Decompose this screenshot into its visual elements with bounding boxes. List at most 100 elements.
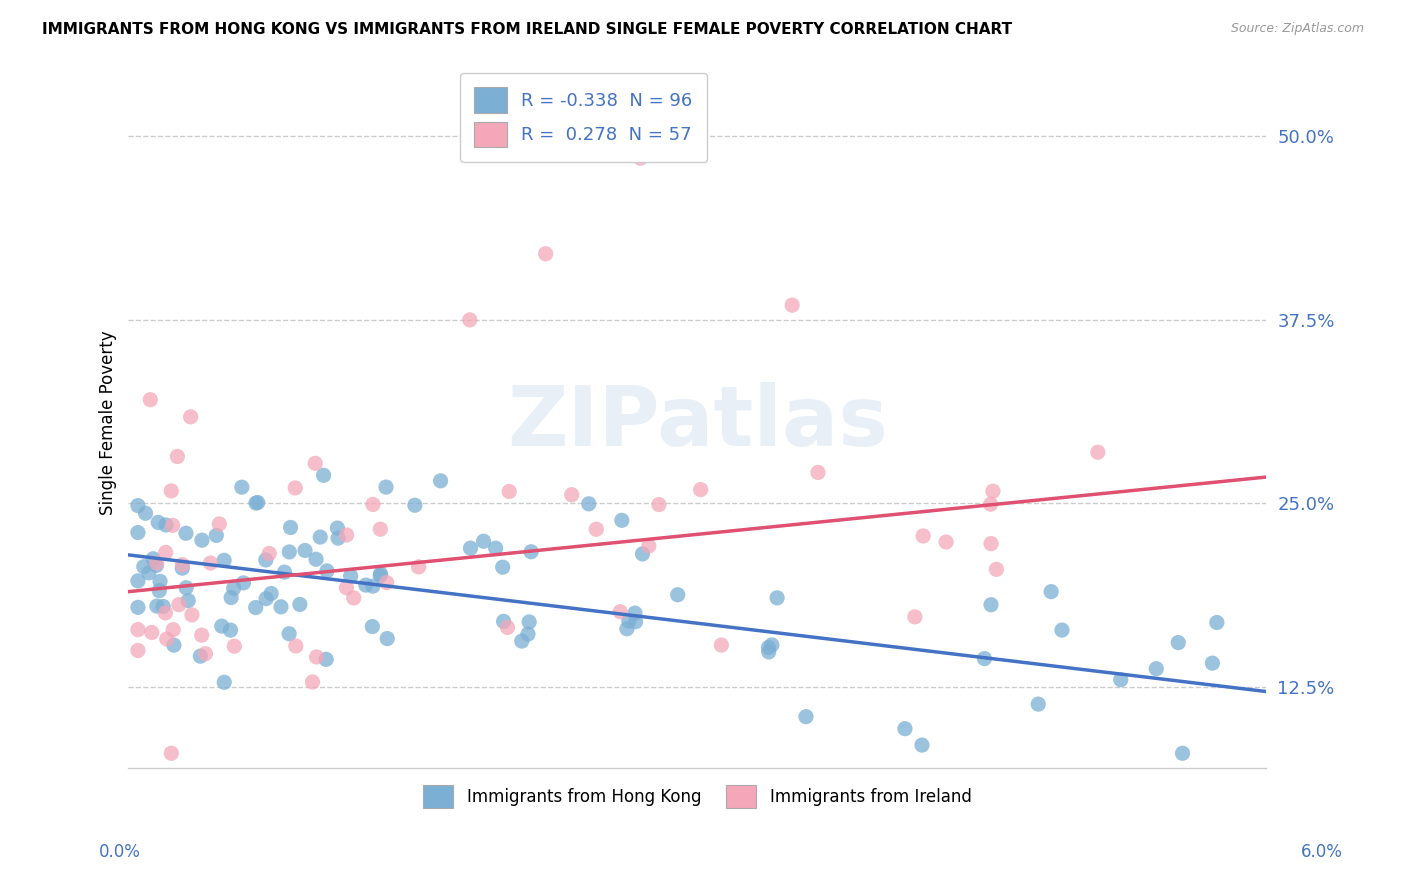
Point [904, 610, 927, 624]
Point [212, 553, 235, 567]
Point [132, 559, 155, 574]
Point [212, 675, 235, 690]
Point [254, 591, 277, 606]
Point [339, 569, 361, 583]
Point [561, 488, 583, 502]
Point [335, 581, 357, 595]
Point [429, 474, 451, 488]
Point [710, 638, 733, 652]
Text: ZIPatlas: ZIPatlas [508, 382, 887, 463]
Point [180, 409, 202, 424]
Point [492, 560, 515, 574]
Point [973, 651, 995, 665]
Point [326, 531, 349, 545]
Point [174, 581, 197, 595]
Point [578, 497, 600, 511]
Point [472, 534, 495, 549]
Point [794, 709, 817, 723]
Point [172, 558, 194, 572]
Point [408, 560, 430, 574]
Point [354, 578, 377, 592]
Point [807, 466, 830, 480]
Point [361, 497, 384, 511]
Point [517, 627, 540, 641]
Point [135, 506, 157, 520]
Point [375, 632, 398, 646]
Point [284, 639, 307, 653]
Point [361, 619, 384, 633]
Point [689, 483, 711, 497]
Point [986, 562, 1008, 576]
Point [284, 481, 307, 495]
Point [326, 521, 349, 535]
Point [585, 522, 607, 536]
Point [370, 522, 392, 536]
Point [127, 600, 149, 615]
Point [496, 620, 519, 634]
Point [190, 628, 212, 642]
Point [766, 591, 789, 605]
Point [610, 513, 633, 527]
Point [270, 599, 292, 614]
Point [534, 246, 557, 260]
Point [616, 622, 638, 636]
Point [1087, 445, 1109, 459]
Point [205, 528, 228, 542]
Point [980, 598, 1002, 612]
Point [155, 518, 177, 533]
Point [460, 541, 482, 556]
Point [163, 638, 186, 652]
Point [517, 615, 540, 629]
Point [894, 722, 917, 736]
Point [312, 468, 335, 483]
Point [1109, 673, 1132, 687]
Point [148, 583, 170, 598]
Point [288, 598, 311, 612]
Point [294, 543, 316, 558]
Point [458, 313, 481, 327]
Point [167, 598, 190, 612]
Point [1201, 656, 1223, 670]
Point [498, 484, 520, 499]
Point [127, 623, 149, 637]
Point [138, 566, 160, 580]
Point [224, 639, 246, 653]
Point [245, 496, 267, 510]
Point [911, 738, 934, 752]
Point [648, 498, 671, 512]
Point [361, 579, 384, 593]
Point [617, 614, 640, 628]
Point [309, 530, 332, 544]
Text: IMMIGRANTS FROM HONG KONG VS IMMIGRANTS FROM IRELAND SINGLE FEMALE POVERTY CORRE: IMMIGRANTS FROM HONG KONG VS IMMIGRANTS … [42, 22, 1012, 37]
Point [305, 552, 328, 566]
Point [194, 647, 217, 661]
Point [127, 499, 149, 513]
Point [219, 623, 242, 637]
Point [273, 565, 295, 579]
Point [301, 675, 323, 690]
Point [624, 606, 647, 620]
Point [520, 545, 543, 559]
Point [145, 558, 167, 573]
Point [245, 600, 267, 615]
Point [1171, 746, 1194, 760]
Point [1050, 623, 1073, 637]
Point [630, 151, 652, 165]
Point [246, 495, 269, 509]
Point [162, 623, 184, 637]
Point [222, 581, 245, 595]
Point [370, 566, 392, 581]
Point [624, 615, 647, 629]
Point [172, 561, 194, 575]
Point [259, 547, 281, 561]
Point [280, 520, 302, 534]
Point [141, 625, 163, 640]
Point [160, 746, 183, 760]
Y-axis label: Single Female Poverty: Single Female Poverty [100, 330, 117, 515]
Point [208, 516, 231, 531]
Point [148, 516, 170, 530]
Point [343, 591, 366, 605]
Point [637, 539, 659, 553]
Point [180, 607, 202, 622]
Point [278, 626, 301, 640]
